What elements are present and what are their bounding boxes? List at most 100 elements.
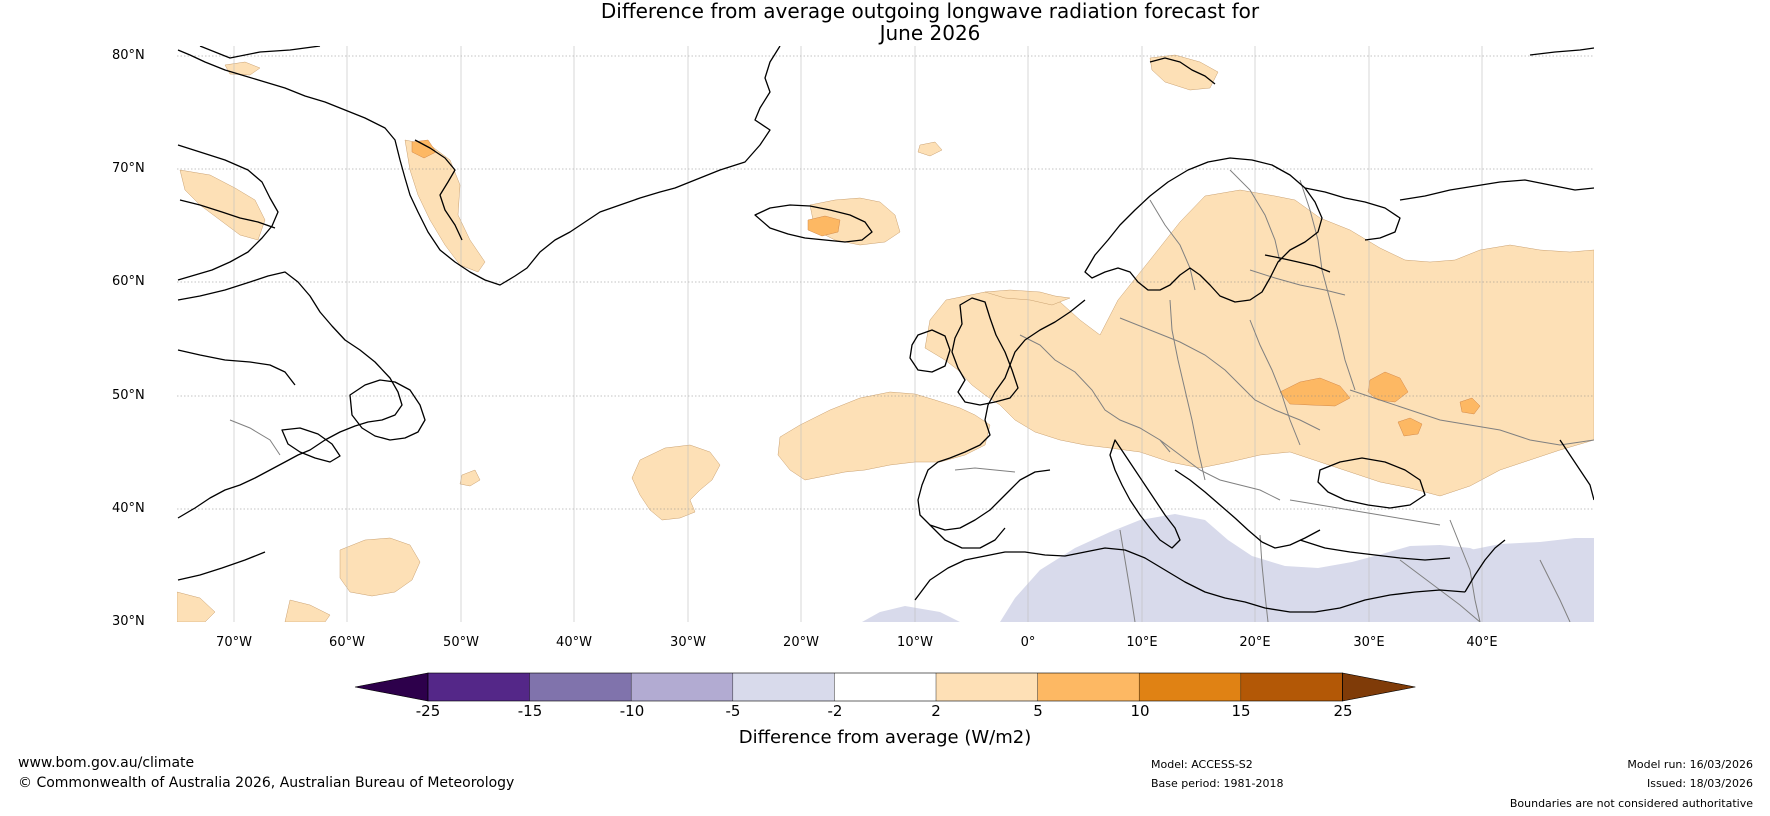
- lat-label-40n: 40°N: [112, 501, 145, 516]
- legend-tick: 25: [1333, 702, 1353, 720]
- anomaly-region-small-1: [459, 469, 481, 487]
- lon-label-10w: 10°W: [897, 635, 933, 650]
- coastline-baffin: [177, 144, 279, 281]
- anomaly-spot-ukraine: [1279, 377, 1351, 407]
- lon-label-30e: 30°E: [1353, 635, 1385, 650]
- border-balkans: [1159, 439, 1281, 501]
- anomaly-region-labrador: [179, 169, 266, 241]
- anomaly-region-libya-egypt: [1380, 538, 1594, 622]
- lon-label-40e: 40°E: [1466, 635, 1498, 650]
- anomaly-spot-iceland: [807, 215, 841, 237]
- map-title-period: June 2026: [879, 21, 981, 45]
- coastline-greenland-fjords: [414, 139, 463, 241]
- coastline-balkans: [1174, 469, 1321, 549]
- lon-label-40w: 40°W: [556, 635, 592, 650]
- anomaly-region-small-2: [917, 141, 943, 157]
- country-borders: [229, 169, 1594, 622]
- lon-label-0: 0°: [1020, 635, 1036, 650]
- boundaries-disclaimer: Boundaries are not considered authoritat…: [1509, 797, 1753, 810]
- lon-label-10e: 10°E: [1126, 635, 1158, 650]
- model-name: Model: ACCESS-S2: [1151, 758, 1253, 771]
- border-russia-south: [1349, 389, 1594, 446]
- coastline-west-atlantic-lower: [177, 551, 266, 581]
- border-poland-ukraine: [1249, 319, 1301, 446]
- legend-swatch: [1240, 673, 1343, 701]
- anomaly-region-atlantic: [777, 391, 991, 481]
- border-norway-sweden: [1149, 199, 1196, 291]
- legend-tick: 2: [931, 702, 941, 720]
- legend-swatch: [834, 673, 936, 701]
- coastline-newfoundland: [349, 379, 426, 441]
- anomaly-spot-greenland: [411, 139, 437, 159]
- border-finland: [1229, 169, 1281, 263]
- legend-tick: -15: [517, 702, 543, 720]
- coastline-scandinavia: [1084, 157, 1323, 303]
- map-title: Difference from average outgoing longwav…: [600, 0, 1260, 23]
- graticule: [177, 46, 1594, 622]
- border-europe-west: [1019, 334, 1171, 453]
- anomaly-spot-caucasus: [1397, 417, 1423, 437]
- coastline-europe-west: [917, 299, 1086, 531]
- legend-tick: -25: [415, 702, 441, 720]
- lon-label-60w: 60°W: [329, 635, 365, 650]
- anomaly-region-west-africa: [862, 606, 960, 622]
- lat-label-60n: 60°N: [112, 274, 145, 289]
- anomaly-region-canada-east: [284, 599, 331, 622]
- coastline-ireland: [909, 329, 951, 373]
- legend-swatch: [1037, 673, 1140, 701]
- anomaly-negative-regions: [862, 514, 1594, 622]
- lon-label-70w: 70°W: [216, 635, 252, 650]
- coastline-baffin-2: [179, 199, 276, 229]
- coastline-labrador: [177, 271, 403, 519]
- anomaly-region-western-atlantic: [339, 537, 421, 597]
- copyright-text: © Commonwealth of Australia 2026, Austra…: [18, 775, 515, 791]
- legend-swatch: [529, 673, 632, 701]
- coastline-svalbard: [1149, 57, 1216, 85]
- coastline-finland-gulf: [1264, 254, 1331, 273]
- coastline-iceland: [754, 204, 873, 243]
- border-turkey: [1289, 499, 1441, 526]
- coastline-iberia-south: [929, 524, 1006, 549]
- legend-tick: -5: [725, 702, 741, 720]
- border-europe-central: [1119, 317, 1321, 431]
- legend-swatch: [1139, 673, 1241, 701]
- lat-label-70n: 70°N: [112, 161, 145, 176]
- lon-label-30w: 30°W: [670, 635, 706, 650]
- anomaly-region-svalbard: [1149, 54, 1219, 91]
- lat-label-50n: 50°N: [112, 388, 145, 403]
- lat-label-30n: 30°N: [112, 614, 145, 629]
- border-europe-north-south: [1169, 299, 1206, 481]
- website-link[interactable]: www.bom.gov.au/climate: [18, 755, 195, 771]
- anomaly-region-greenland-sw: [404, 139, 486, 273]
- legend-tick: 10: [1130, 702, 1150, 720]
- legend-tick: -10: [619, 702, 645, 720]
- border-middle-east: [1449, 519, 1481, 622]
- border-spain-france: [954, 467, 1016, 473]
- coastline-great-britain: [951, 297, 1019, 406]
- legend-swatch: [732, 673, 835, 701]
- anomaly-spot-russia-south: [1367, 371, 1409, 403]
- coastline-north-africa: [914, 547, 1466, 613]
- coastline-italy: [1109, 439, 1181, 549]
- base-period: Base period: 1981-2018: [1151, 777, 1284, 790]
- lon-label-50w: 50°W: [443, 635, 479, 650]
- anomaly-region-north-sea: [984, 289, 1071, 306]
- coastline-greenland-north: [199, 46, 321, 59]
- anomaly-spot-volga: [1459, 397, 1481, 415]
- legend-tick: 15: [1231, 702, 1251, 720]
- legend-swatch: [936, 673, 1038, 701]
- coastline-turkey-south: [1299, 539, 1451, 561]
- legend-swatch: [631, 673, 733, 701]
- coastline-arctic-russia: [1399, 179, 1594, 201]
- coastline-greenland-east: [177, 46, 781, 286]
- coastlines: [177, 46, 1594, 613]
- anomaly-region-mid-atlantic: [631, 444, 721, 521]
- coastline-hudson: [177, 349, 296, 386]
- lon-label-20w: 20°W: [783, 635, 819, 650]
- lat-label-80n: 80°N: [112, 48, 145, 63]
- coastline-kola: [1304, 187, 1401, 241]
- legend-extend-low: [354, 672, 429, 702]
- coastline-black-sea: [1317, 457, 1426, 509]
